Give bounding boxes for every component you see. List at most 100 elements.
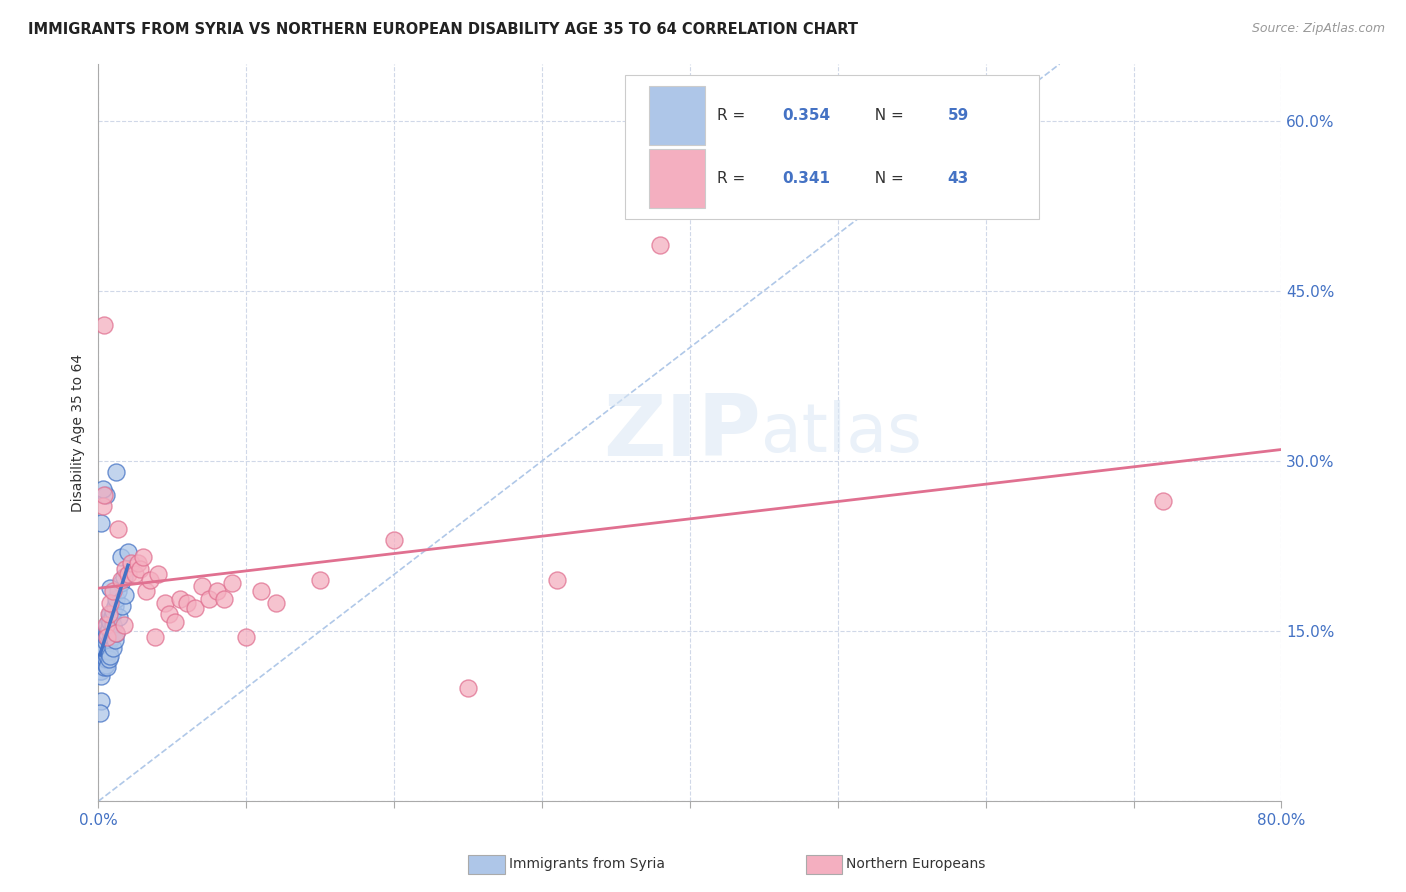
- Point: [120, 556, 142, 570]
- Point: [235, 630, 257, 644]
- Text: Northern Europeans: Northern Europeans: [846, 857, 986, 871]
- Point: [90, 635, 112, 649]
- Point: [98, 581, 121, 595]
- Point: [103, 618, 125, 632]
- Point: [97, 613, 120, 627]
- Point: [96, 660, 118, 674]
- Point: [117, 544, 139, 558]
- Point: [112, 618, 135, 632]
- FancyBboxPatch shape: [648, 87, 706, 145]
- Point: [98, 607, 121, 621]
- Point: [89, 706, 111, 720]
- Point: [90, 669, 112, 683]
- Point: [93, 660, 115, 674]
- Point: [91, 648, 114, 663]
- Point: [93, 652, 115, 666]
- Point: [457, 681, 479, 695]
- Text: ZIP: ZIP: [603, 391, 761, 474]
- Point: [90, 641, 112, 656]
- Point: [110, 573, 132, 587]
- Point: [97, 607, 120, 621]
- Point: [250, 584, 273, 599]
- Point: [96, 618, 118, 632]
- Point: [191, 579, 214, 593]
- Point: [90, 664, 112, 678]
- Text: 43: 43: [948, 170, 969, 186]
- Point: [157, 607, 180, 621]
- Point: [111, 599, 134, 613]
- Point: [382, 533, 405, 548]
- Point: [135, 584, 157, 599]
- Point: [183, 601, 205, 615]
- Point: [107, 584, 129, 599]
- Point: [139, 573, 162, 587]
- Point: [90, 652, 112, 666]
- Point: [93, 626, 115, 640]
- Point: [93, 488, 115, 502]
- Y-axis label: Disability Age 35 to 64: Disability Age 35 to 64: [72, 353, 86, 512]
- Point: [112, 569, 135, 583]
- Point: [205, 584, 228, 599]
- Point: [97, 652, 120, 666]
- Point: [103, 641, 125, 656]
- FancyBboxPatch shape: [624, 75, 1039, 219]
- Point: [91, 500, 114, 514]
- Point: [114, 562, 136, 576]
- Point: [91, 483, 114, 497]
- Point: [89, 658, 111, 673]
- Point: [104, 599, 127, 613]
- Point: [89, 647, 111, 661]
- Point: [91, 644, 114, 658]
- Text: N =: N =: [865, 108, 908, 123]
- Point: [107, 522, 129, 536]
- Point: [100, 610, 122, 624]
- Point: [128, 562, 150, 576]
- Point: [98, 633, 121, 648]
- Point: [127, 556, 149, 570]
- Point: [212, 592, 235, 607]
- Point: [91, 630, 114, 644]
- Text: R =: R =: [717, 170, 751, 186]
- Text: 59: 59: [948, 108, 969, 123]
- Point: [103, 604, 125, 618]
- Point: [91, 638, 114, 652]
- Point: [1152, 493, 1174, 508]
- Point: [93, 641, 115, 656]
- Point: [94, 624, 117, 638]
- Point: [94, 635, 117, 649]
- Point: [91, 656, 114, 670]
- Point: [117, 567, 139, 582]
- Point: [94, 658, 117, 673]
- Text: atlas: atlas: [761, 400, 922, 466]
- Point: [110, 576, 132, 591]
- Point: [105, 465, 128, 479]
- Point: [90, 516, 112, 531]
- Text: 0.341: 0.341: [782, 170, 830, 186]
- Point: [650, 238, 672, 252]
- Point: [114, 588, 136, 602]
- Point: [93, 318, 115, 332]
- Point: [93, 633, 115, 648]
- Point: [89, 664, 111, 678]
- Text: Source: ZipAtlas.com: Source: ZipAtlas.com: [1251, 22, 1385, 36]
- Point: [153, 596, 176, 610]
- Point: [264, 596, 287, 610]
- Text: N =: N =: [865, 170, 908, 186]
- Point: [309, 573, 332, 587]
- Point: [98, 615, 121, 629]
- Point: [108, 610, 131, 624]
- Point: [104, 633, 127, 648]
- Point: [105, 626, 128, 640]
- FancyBboxPatch shape: [648, 149, 706, 208]
- Point: [94, 618, 117, 632]
- Point: [90, 694, 112, 708]
- Point: [169, 592, 191, 607]
- Point: [103, 584, 125, 599]
- Text: Immigrants from Syria: Immigrants from Syria: [509, 857, 665, 871]
- Point: [146, 567, 169, 582]
- Text: 0.354: 0.354: [782, 108, 831, 123]
- Point: [546, 573, 568, 587]
- Text: IMMIGRANTS FROM SYRIA VS NORTHERN EUROPEAN DISABILITY AGE 35 TO 64 CORRELATION C: IMMIGRANTS FROM SYRIA VS NORTHERN EUROPE…: [28, 22, 858, 37]
- Point: [221, 576, 243, 591]
- Point: [176, 596, 198, 610]
